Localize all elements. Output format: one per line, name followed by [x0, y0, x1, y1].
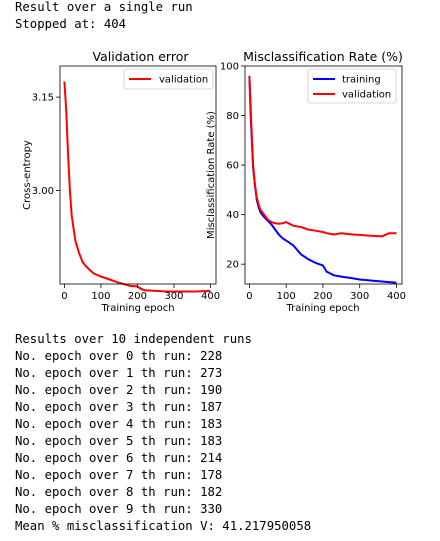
- mean-misclassification: Mean % misclassification V: 41.217950058: [15, 519, 312, 533]
- y-tick-label: 60: [226, 161, 239, 172]
- plot-frame: [59, 65, 217, 285]
- legend-label-training: training: [342, 75, 381, 86]
- y-tick-label: 40: [226, 210, 239, 221]
- legend-box: [123, 68, 214, 90]
- x-tick-label: 200: [313, 291, 332, 302]
- run-list: No. epoch over 0 th run: 228 No. epoch ov…: [15, 348, 311, 518]
- y-tick-label: 3.15: [32, 93, 54, 104]
- y-ticks: 20 40 60 80 100: [220, 62, 245, 271]
- legend: validation: [123, 68, 214, 90]
- y-axis-label: Misclassification Rate (%): [206, 111, 217, 239]
- series-line-validation: [248, 75, 397, 238]
- chart-misclassification-rate: Misclassification Rate (%) 0 100 200 300 400…: [206, 49, 406, 314]
- x-ticks: 0 100 200 300 400: [246, 284, 406, 302]
- output-line-title: Result over a single run: [15, 0, 193, 14]
- legend: training validation: [307, 68, 397, 104]
- legend-label-validation: validation: [159, 75, 208, 86]
- cell-output-header: Result over a single run Stopped at: 404: [15, 0, 193, 33]
- y-tick-label: 3.00: [32, 186, 54, 197]
- y-ticks: 3.00 3.15: [32, 93, 60, 197]
- x-tick-label: 0: [246, 291, 252, 302]
- legend-label-validation: validation: [342, 90, 391, 101]
- run-line: No. epoch over 2 th run: 190: [15, 383, 223, 397]
- x-tick-label: 400: [201, 291, 220, 302]
- plot-frame: [244, 65, 403, 285]
- y-tick-label: 80: [226, 111, 239, 122]
- y-axis-label: Cross-entropy: [22, 140, 33, 210]
- run-line: No. epoch over 5 th run: 183: [15, 434, 223, 448]
- chart-title: Misclassification Rate (%): [243, 49, 403, 64]
- y-tick-label: 100: [220, 62, 239, 73]
- series-line-training: [248, 75, 397, 284]
- x-tick-label: 400: [387, 291, 406, 302]
- x-axis-label: Training epoch: [285, 303, 359, 314]
- run-line: No. epoch over 4 th run: 183: [15, 417, 223, 431]
- chart-validation-error: Validation error 0 100 200 300 400 3.003.15 …: [22, 49, 220, 314]
- chart-title: Validation error: [93, 49, 190, 64]
- x-ticks: 0 100 200 300 400: [61, 284, 220, 302]
- cell-output-results: Results over 10 independent runs No. epoc…: [15, 331, 311, 535]
- x-tick-label: 100: [91, 291, 110, 302]
- run-line: No. epoch over 9 th run: 330: [15, 502, 223, 516]
- y-tick-label: 20: [226, 260, 239, 271]
- series-line-validation: [63, 81, 211, 293]
- plot-lines: [248, 75, 397, 284]
- x-tick-label: 200: [128, 291, 147, 302]
- x-tick-label: 100: [277, 291, 296, 302]
- plot-lines: [63, 81, 211, 293]
- output-line-stopped: Stopped at: 404: [15, 17, 127, 31]
- x-axis-label: Training epoch: [100, 303, 174, 314]
- run-line: No. epoch over 7 th run: 178: [15, 468, 223, 482]
- matplotlib-figure: Validation error 0 100 200 300 400 3.003.15 …: [22, 49, 406, 314]
- run-line: No. epoch over 0 th run: 228: [15, 349, 223, 363]
- x-tick-label: 0: [61, 291, 67, 302]
- run-line: No. epoch over 1 th run: 273: [15, 366, 223, 380]
- results-heading: Results over 10 independent runs: [15, 332, 252, 346]
- x-tick-label: 300: [164, 291, 183, 302]
- run-line: No. epoch over 6 th run: 214: [15, 451, 223, 465]
- run-line: No. epoch over 3 th run: 187: [15, 400, 223, 414]
- run-line: No. epoch over 8 th run: 182: [15, 485, 223, 499]
- x-tick-label: 300: [350, 291, 369, 302]
